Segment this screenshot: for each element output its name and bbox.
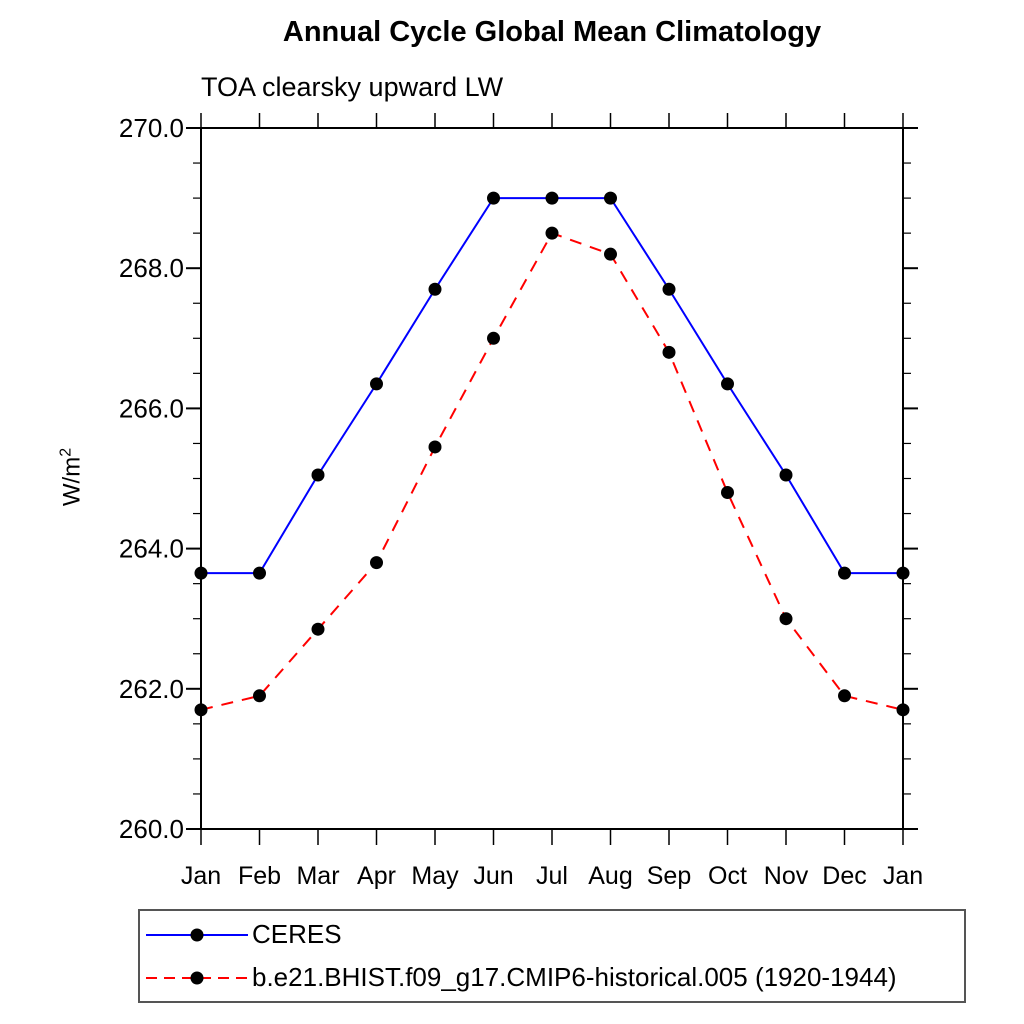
series-line-0 [201,197,903,575]
series-marker [545,226,559,240]
y-tick-label: 266.0 [119,393,184,423]
series-marker [604,247,617,261]
series-marker [194,703,208,717]
x-tick-label: May [411,862,459,890]
series-marker [194,566,208,580]
series-marker [896,566,910,580]
legend-line-ceres [146,928,248,941]
legend-label-model: b.e21.BHIST.f09_g17.CMIP6-historical.005… [252,962,897,992]
x-tick-label: Jan [181,862,221,890]
chart-title: Annual Cycle Global Mean Climatology [282,16,822,48]
legend-box: CERES b.e21.BHIST.f09_g17.CMIP6-historic… [138,909,966,1003]
legend-row-ceres: CERES [144,915,964,955]
series-marker [721,486,734,500]
x-tick-label: Nov [764,862,809,890]
series-line-1 [200,231,904,711]
series-marker [779,612,793,626]
series-marker [370,556,383,570]
series-marker [487,331,500,345]
series-marker [428,282,442,296]
series-marker [662,282,676,296]
legend-label-ceres: CERES [252,919,342,949]
y-tick-label: 268.0 [119,253,184,283]
x-tick-label: Aug [588,862,632,890]
y-tick-label: 262.0 [119,674,184,704]
series-marker [487,191,500,205]
x-tick-label: Jan [883,862,923,890]
x-tick-label: Dec [822,862,866,890]
series-marker [779,468,793,482]
series-marker [370,377,383,391]
chart-subtitle: TOA clearsky upward LW [201,72,504,102]
series-marker [428,440,442,454]
x-tick-label: Mar [296,862,339,890]
y-tick-label: 270.0 [119,113,184,143]
x-tick-label: Oct [708,862,747,890]
x-tick-label: Feb [238,862,281,890]
series-marker [311,468,325,482]
x-tick-label: Sep [647,862,691,890]
series-marker [311,622,325,636]
series-marker [838,689,851,703]
y-tick-label: 264.0 [119,534,184,564]
series-marker [721,377,734,391]
series-marker [545,191,559,205]
x-tick-label: Jun [473,862,513,890]
legend-marker-icon [190,971,204,984]
legend-row-model: b.e21.BHIST.f09_g17.CMIP6-historical.005… [144,958,964,998]
series-marker [604,191,617,205]
plot-frame [200,127,904,830]
series-marker [838,566,851,580]
series-marker [253,566,266,580]
legend-line-model [146,971,248,984]
series-marker [896,703,910,717]
series-marker [253,689,266,703]
x-tick-label: Apr [357,862,396,890]
legend-marker-icon [190,928,204,941]
x-tick-label: Jul [536,862,568,890]
series-marker [662,345,676,359]
y-tick-label: 260.0 [119,814,184,844]
